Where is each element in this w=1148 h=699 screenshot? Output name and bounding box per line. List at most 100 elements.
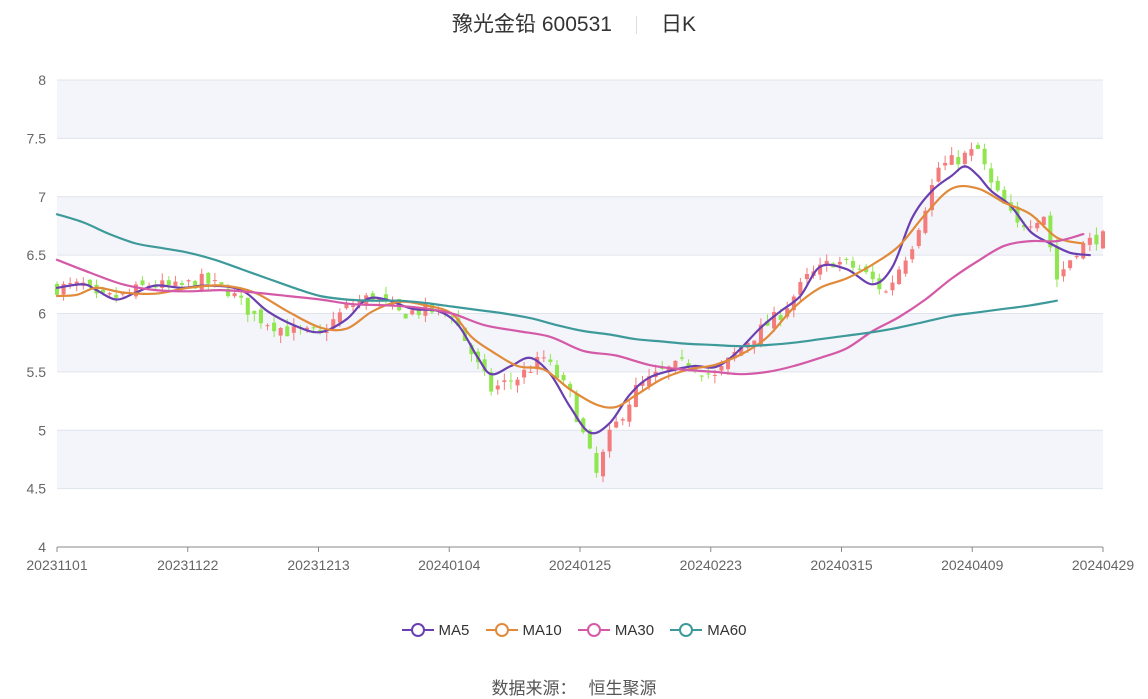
x-tick-label: 20240409 (941, 557, 1004, 573)
candle-body (232, 293, 237, 297)
candle-body (785, 308, 790, 317)
legend-swatch-ma30 (577, 623, 610, 637)
candle-body (837, 261, 842, 265)
candle-body (975, 144, 981, 149)
candle-body (890, 282, 895, 291)
candle-body (778, 315, 783, 321)
candle-body (1074, 255, 1079, 258)
candle-body (515, 379, 520, 386)
y-tick-label: 4.5 (27, 481, 47, 497)
candle-body (377, 298, 382, 301)
candle-body (272, 322, 277, 332)
candle-body (311, 327, 316, 329)
moving-average-lines (55, 165, 1091, 435)
candle-body (1022, 224, 1027, 228)
candle-body (614, 421, 619, 428)
legend-swatch-ma60 (670, 623, 703, 637)
candle-body (719, 366, 724, 371)
candle-body (324, 332, 329, 334)
x-tick-label: 20240125 (549, 557, 612, 573)
background-bands (57, 80, 1103, 489)
candle-body (107, 293, 112, 295)
candle-body (1061, 269, 1066, 277)
y-tick-label: 7.5 (27, 130, 47, 146)
candle-body (508, 380, 513, 382)
candle-body (318, 329, 323, 332)
y-tick-label: 6.5 (27, 247, 47, 263)
candle-body (725, 357, 731, 370)
x-tick-label: 20240223 (680, 557, 743, 573)
candle-body (883, 291, 888, 293)
legend-item-ma10[interactable]: MA10 (485, 621, 562, 639)
candle-body (219, 282, 224, 285)
x-tick-label: 20240315 (810, 557, 873, 573)
candle-body (1002, 189, 1007, 204)
y-axis: 4 4.5 5 5.5 6 6.5 7 7.5 8 (27, 72, 47, 555)
legend-item-ma30[interactable]: MA30 (577, 621, 654, 639)
candle-body (962, 152, 967, 164)
candle-body (739, 346, 744, 356)
legend-swatch-ma5 (401, 623, 434, 637)
candle-body (61, 284, 66, 295)
chart-title: 豫光金铅 600531 日K (0, 8, 1148, 38)
candle-body (561, 375, 566, 381)
candle-body (285, 326, 290, 337)
candle-body (482, 359, 487, 372)
candle-body (416, 308, 421, 316)
candle-body (765, 320, 770, 326)
candle-body (798, 282, 803, 295)
candle-body (969, 149, 974, 156)
candle-body (495, 385, 500, 390)
candle-body (568, 383, 573, 390)
band (57, 196, 1103, 256)
candle-body (982, 148, 987, 165)
y-tick-label: 5.5 (27, 364, 47, 380)
candle-body (239, 295, 244, 298)
candle-body (226, 288, 231, 297)
candle-body (1068, 260, 1073, 269)
candle-body (54, 283, 60, 295)
candle-body (337, 312, 342, 323)
candle-body (186, 280, 191, 282)
candle-body (1100, 231, 1106, 249)
candle-body (535, 357, 540, 370)
candle-body (627, 404, 632, 422)
candle-body (673, 360, 678, 371)
candle-body (791, 296, 796, 311)
y-tick-label: 4 (38, 539, 46, 555)
candle-body (903, 260, 908, 274)
candle-body (936, 167, 941, 182)
candle-body (587, 430, 592, 449)
legend-item-ma60[interactable]: MA60 (670, 621, 746, 639)
y-tick-label: 5 (38, 422, 46, 438)
grid-lines (57, 79, 1103, 490)
title-separator (635, 16, 637, 35)
candle-body (666, 366, 671, 372)
candle-body (541, 357, 546, 359)
band (57, 430, 1103, 489)
candle-body (166, 280, 171, 286)
candle-body (502, 380, 507, 382)
candle-body (824, 260, 829, 265)
ma-line-ma30 (55, 233, 1085, 376)
candle-body (620, 419, 625, 421)
candle-body (245, 297, 250, 315)
candle-body (1028, 226, 1033, 228)
y-tick-label: 8 (38, 72, 46, 88)
candle-body (87, 279, 92, 287)
legend-label-ma10: MA10 (522, 621, 562, 639)
candle-body (1094, 234, 1099, 245)
candle-body (548, 359, 553, 362)
candle-body (528, 371, 533, 373)
x-tick-label: 20231101 (26, 557, 87, 573)
candle-body (1054, 246, 1059, 280)
legend-item-ma5[interactable]: MA5 (401, 621, 469, 639)
candle-body (949, 155, 954, 165)
ma-line-ma10 (55, 184, 1085, 409)
x-tick-label: 20231122 (157, 557, 218, 573)
candle-body (68, 283, 73, 285)
ma-line-ma60 (55, 213, 1058, 348)
band (57, 80, 1103, 139)
candle-body (522, 369, 527, 378)
